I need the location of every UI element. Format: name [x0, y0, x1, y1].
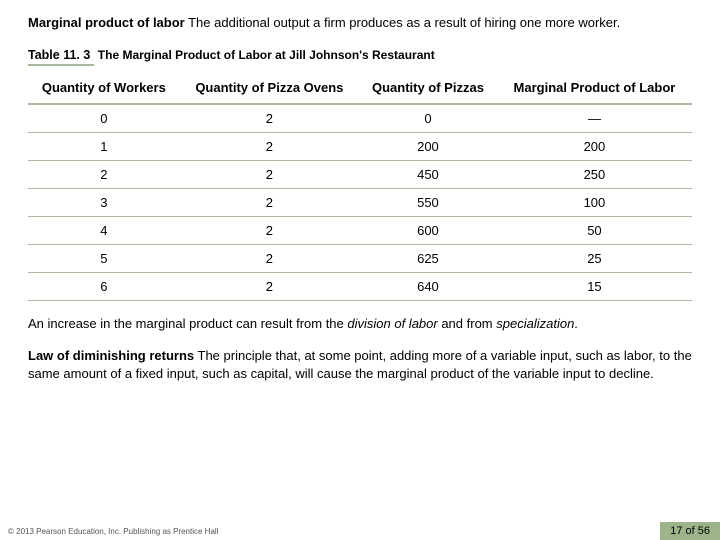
term-marginal-product: Marginal product of labor: [28, 15, 185, 30]
cell: 2: [28, 160, 180, 188]
cell: 250: [497, 160, 692, 188]
caption-em2: specialization: [496, 316, 574, 331]
cell: 0: [28, 104, 180, 133]
cell: 200: [497, 132, 692, 160]
table-row: 2 2 450 250: [28, 160, 692, 188]
cell: 3: [28, 188, 180, 216]
col-mpl: Marginal Product of Labor: [497, 74, 692, 104]
cell: 1: [28, 132, 180, 160]
definition-marginal-product: Marginal product of labor The additional…: [28, 14, 692, 32]
cell: 450: [359, 160, 497, 188]
cell: 2: [180, 272, 359, 300]
cell: 15: [497, 272, 692, 300]
table-header-row: Quantity of Workers Quantity of Pizza Ov…: [28, 74, 692, 104]
table-row: 1 2 200 200: [28, 132, 692, 160]
cell: 200: [359, 132, 497, 160]
cell: 5: [28, 244, 180, 272]
col-ovens: Quantity of Pizza Ovens: [180, 74, 359, 104]
page-badge: 17 of 56: [660, 522, 720, 540]
caption-after-table: An increase in the marginal product can …: [28, 315, 692, 333]
cell: —: [497, 104, 692, 133]
table-number: Table 11. 3: [28, 48, 94, 66]
table-caption: Table 11. 3 The Marginal Product of Labo…: [28, 48, 692, 62]
cell: 6: [28, 272, 180, 300]
caption-post: .: [574, 316, 578, 331]
cell: 550: [359, 188, 497, 216]
cell: 25: [497, 244, 692, 272]
table-row: 6 2 640 15: [28, 272, 692, 300]
cell: 2: [180, 244, 359, 272]
term-law: Law of diminishing returns: [28, 348, 194, 363]
caption-pre: An increase in the marginal product can …: [28, 316, 347, 331]
cell: 2: [180, 216, 359, 244]
table-row: 5 2 625 25: [28, 244, 692, 272]
cell: 0: [359, 104, 497, 133]
cell: 625: [359, 244, 497, 272]
table-row: 4 2 600 50: [28, 216, 692, 244]
mpl-table: Quantity of Workers Quantity of Pizza Ov…: [28, 74, 692, 301]
footer: © 2013 Pearson Education, Inc. Publishin…: [0, 520, 720, 540]
cell: 600: [359, 216, 497, 244]
cell: 640: [359, 272, 497, 300]
copyright-text: © 2013 Pearson Education, Inc. Publishin…: [8, 527, 218, 536]
table-title: The Marginal Product of Labor at Jill Jo…: [98, 48, 435, 62]
cell: 2: [180, 132, 359, 160]
definition-text: The additional output a firm produces as…: [185, 15, 621, 30]
col-pizzas: Quantity of Pizzas: [359, 74, 497, 104]
cell: 2: [180, 104, 359, 133]
cell: 2: [180, 160, 359, 188]
cell: 50: [497, 216, 692, 244]
caption-em1: division of labor: [347, 316, 437, 331]
law-diminishing-returns: Law of diminishing returns The principle…: [28, 347, 692, 383]
cell: 100: [497, 188, 692, 216]
table-row: 3 2 550 100: [28, 188, 692, 216]
table-row: 0 2 0 —: [28, 104, 692, 133]
caption-mid: and from: [438, 316, 497, 331]
cell: 2: [180, 188, 359, 216]
col-workers: Quantity of Workers: [28, 74, 180, 104]
cell: 4: [28, 216, 180, 244]
